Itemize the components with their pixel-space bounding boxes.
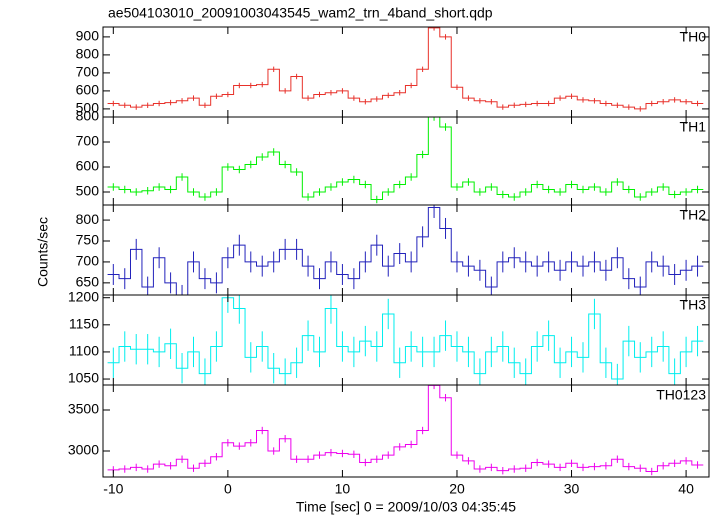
panel-frame [102, 204, 710, 296]
panel-frame [102, 26, 710, 118]
panel-data [107, 295, 704, 385]
y-tick-label: 500 [76, 183, 100, 199]
y-tick-label: 600 [76, 82, 100, 98]
x-tick-label: 30 [564, 481, 580, 497]
y-tick-label: 750 [76, 232, 100, 248]
y-tick-label: 900 [76, 28, 100, 44]
y-tick-label: 700 [76, 64, 100, 80]
y-tick-label: 1050 [68, 370, 99, 386]
step-line [107, 385, 704, 473]
y-tick-label: 600 [76, 158, 100, 174]
step-line [107, 27, 704, 110]
panel-label: TH1 [680, 119, 707, 135]
x-tick-label: -10 [103, 481, 123, 497]
panel-label: TH2 [680, 207, 707, 223]
x-tick-label: 0 [224, 481, 232, 497]
y-tick-label: 700 [76, 133, 100, 149]
x-tick-label: 20 [449, 481, 465, 497]
y-tick-label: 1150 [69, 316, 99, 332]
y-tick-label: 1200 [68, 288, 99, 304]
y-tick-label: 1100 [69, 343, 99, 359]
y-tick-label: 650 [76, 274, 100, 290]
panel-frame [102, 384, 710, 478]
y-tick-label: 700 [76, 253, 100, 269]
step-line [107, 117, 704, 200]
y-tick-label: 800 [76, 211, 100, 227]
panel-label: TH0123 [656, 387, 706, 403]
y-tick-label: 3000 [68, 442, 99, 458]
panel-label: TH0 [680, 29, 707, 45]
panel-data [107, 27, 704, 112]
y-tick-label: 3500 [68, 401, 99, 417]
chart-title: ae504103010_20091003043545_wam2_trn_4ban… [108, 5, 493, 21]
x-tick-label: 10 [335, 481, 351, 497]
y-tick-label: 800 [76, 108, 100, 124]
y-tick-label: 800 [76, 46, 100, 62]
panel-label: TH3 [680, 297, 707, 313]
panel-data [107, 117, 704, 204]
step-line [107, 297, 704, 380]
step-line [107, 207, 704, 295]
x-axis-label: Time [sec] 0 = 2009/10/03 04:35:45 [296, 499, 516, 515]
y-axis-label: Counts/sec [35, 217, 51, 287]
panel-data [107, 205, 704, 295]
x-tick-label: 40 [678, 481, 694, 497]
panel-data [107, 385, 704, 476]
y-tick-label: 500 [76, 100, 100, 116]
